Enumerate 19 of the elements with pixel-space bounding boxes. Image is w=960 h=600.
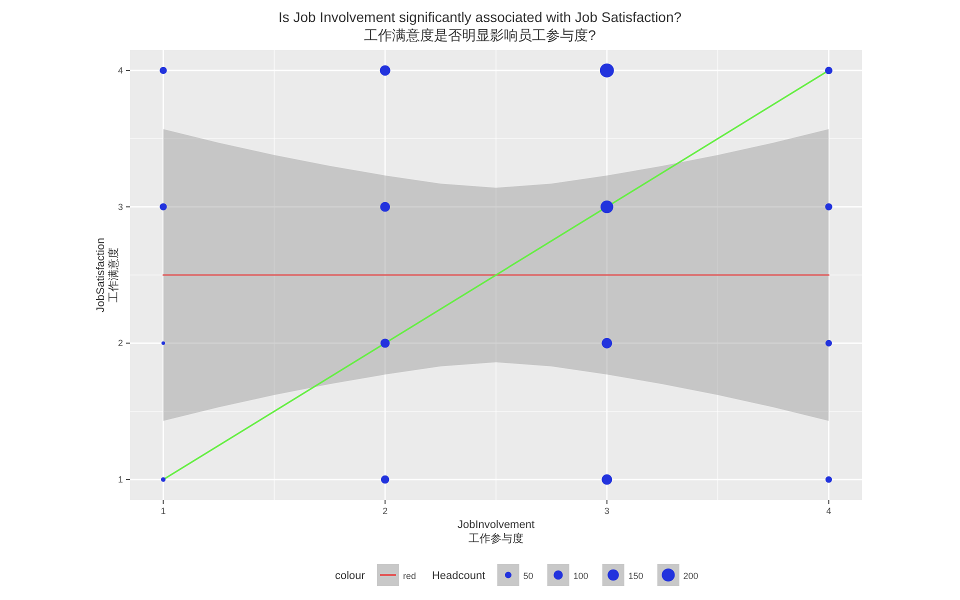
legend-label: 50 (523, 571, 534, 581)
legend-label: 150 (628, 571, 644, 581)
legend-label: red (402, 571, 416, 581)
text: Headcount (432, 570, 486, 582)
chart-subtitle: 工作满意度是否明显影响员工参与度? (364, 27, 596, 43)
legend-label: 200 (683, 571, 698, 581)
y-tick-label: 2 (118, 338, 123, 348)
x-tick-label: 3 (604, 506, 610, 516)
y-tick-label: 1 (118, 474, 123, 485)
x-tick-label: 2 (382, 506, 388, 516)
y-tick-label: 4 (118, 65, 123, 76)
x-tick-label: 1 (160, 506, 166, 516)
legend-label: 100 (573, 571, 588, 581)
y-tick-label: 3 (118, 202, 123, 212)
x-axis-title: JobInvolvement 工作参与度 (457, 519, 535, 545)
y-axis-title: JobSatisfaction 工作满意度 (95, 238, 120, 312)
chart-title: Is Job Involvement significantly associated with Job Satisfaction? (278, 9, 682, 25)
x-tick-label: 4 (826, 506, 832, 516)
legend-title: colour (335, 570, 366, 582)
